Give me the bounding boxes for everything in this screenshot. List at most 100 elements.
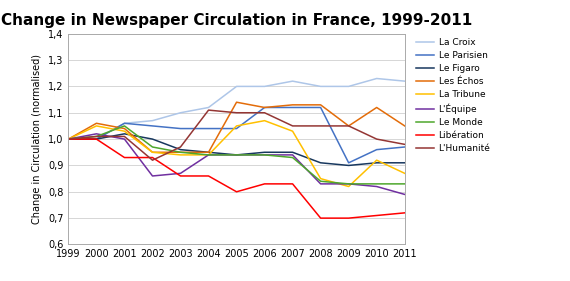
La Tribune (373, 158, 380, 162)
Le Parisien (289, 106, 296, 109)
Les Échos (121, 127, 128, 130)
Le Figaro (149, 137, 156, 141)
La Tribune (261, 119, 268, 122)
L'Équipe (177, 172, 184, 175)
L'Humanité (289, 124, 296, 128)
Title: Change in Newspaper Circulation in France, 1999-2011: Change in Newspaper Circulation in Franc… (1, 13, 472, 28)
Le Figaro (93, 137, 100, 141)
Libération (65, 137, 72, 141)
La Croix (65, 137, 72, 141)
Le Monde (149, 145, 156, 149)
Les Échos (373, 106, 380, 109)
Line: Le Parisien: Le Parisien (68, 107, 405, 163)
Les Échos (261, 106, 268, 109)
Les Échos (345, 124, 352, 128)
Libération (233, 190, 240, 193)
L'Humanité (317, 124, 324, 128)
L'Équipe (93, 132, 100, 135)
La Croix (345, 85, 352, 88)
La Tribune (177, 153, 184, 157)
L'Équipe (401, 193, 408, 196)
Les Échos (205, 151, 212, 154)
Le Monde (317, 180, 324, 183)
Les Échos (317, 103, 324, 106)
Le Figaro (289, 151, 296, 154)
Le Parisien (121, 122, 128, 125)
L'Équipe (261, 153, 268, 157)
L'Humanité (121, 135, 128, 138)
L'Humanité (345, 124, 352, 128)
L'Humanité (65, 137, 72, 141)
La Croix (373, 77, 380, 80)
La Tribune (289, 130, 296, 133)
La Croix (289, 80, 296, 83)
Le Parisien (317, 106, 324, 109)
Les Échos (233, 101, 240, 104)
L'Humanité (261, 111, 268, 114)
Le Monde (93, 135, 100, 138)
L'Équipe (373, 185, 380, 188)
Le Monde (177, 151, 184, 154)
Le Figaro (401, 161, 408, 164)
L'Humanité (205, 108, 212, 112)
La Tribune (233, 124, 240, 128)
Libération (373, 214, 380, 217)
L'Humanité (233, 111, 240, 114)
Les Échos (289, 103, 296, 106)
Le Monde (121, 124, 128, 128)
Le Figaro (345, 164, 352, 167)
L'Équipe (149, 174, 156, 178)
L'Humanité (177, 145, 184, 149)
L'Humanité (401, 143, 408, 146)
La Tribune (317, 177, 324, 180)
L'Équipe (289, 153, 296, 157)
Les Échos (149, 151, 156, 154)
L'Équipe (65, 137, 72, 141)
Libération (205, 174, 212, 178)
Le Monde (233, 153, 240, 157)
Line: Libération: Libération (68, 139, 405, 218)
La Tribune (93, 124, 100, 128)
Line: L'Équipe: L'Équipe (68, 134, 405, 194)
Le Monde (261, 153, 268, 157)
La Croix (177, 111, 184, 114)
La Croix (205, 106, 212, 109)
Le Parisien (373, 148, 380, 151)
Le Figaro (205, 151, 212, 154)
La Tribune (149, 151, 156, 154)
Libération (289, 182, 296, 185)
La Croix (93, 137, 100, 141)
La Tribune (401, 172, 408, 175)
Le Figaro (177, 148, 184, 151)
Libération (261, 182, 268, 185)
L'Équipe (205, 153, 212, 157)
La Croix (261, 85, 268, 88)
Le Parisien (261, 106, 268, 109)
Libération (401, 211, 408, 215)
Y-axis label: Change in Circulation (normalised): Change in Circulation (normalised) (32, 54, 43, 224)
La Tribune (345, 185, 352, 188)
Le Figaro (65, 137, 72, 141)
Line: La Tribune: La Tribune (68, 121, 405, 187)
Le Monde (205, 153, 212, 157)
Libération (93, 137, 100, 141)
La Croix (233, 85, 240, 88)
Les Échos (401, 124, 408, 128)
Le Parisien (233, 127, 240, 130)
Le Parisien (205, 127, 212, 130)
Line: La Croix: La Croix (68, 78, 405, 139)
La Tribune (65, 137, 72, 141)
Le Monde (401, 182, 408, 185)
Le Monde (289, 156, 296, 159)
Le Figaro (317, 161, 324, 164)
Line: Le Figaro: Le Figaro (68, 134, 405, 166)
L'Humanité (93, 135, 100, 138)
Le Monde (373, 182, 380, 185)
Le Parisien (65, 137, 72, 141)
Libération (121, 156, 128, 159)
Le Monde (65, 137, 72, 141)
Line: L'Humanité: L'Humanité (68, 110, 405, 160)
Line: Les Échos: Les Échos (68, 102, 405, 152)
Le Figaro (121, 132, 128, 135)
L'Humanité (149, 158, 156, 162)
